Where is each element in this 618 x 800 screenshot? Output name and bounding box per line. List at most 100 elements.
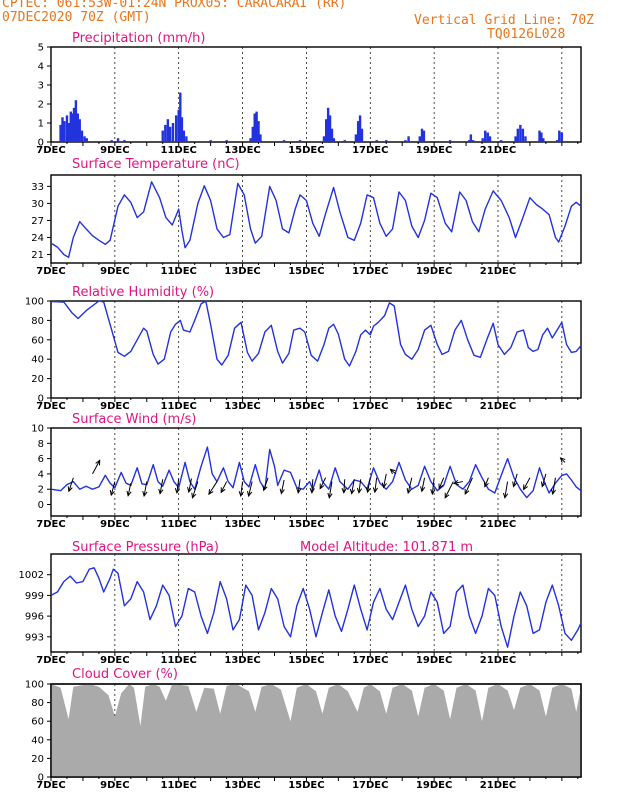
x-tick-label: 17DEC (352, 519, 388, 530)
wind-arrow-head (406, 488, 412, 495)
y-tick-label: 40 (31, 355, 44, 366)
precip-bar (110, 140, 113, 142)
series-line (50, 181, 582, 258)
wind-arrow (374, 477, 378, 493)
x-tick-label: 11DEC (161, 780, 197, 791)
y-tick-label: 100 (25, 297, 44, 308)
x-tick-label: 9DEC (100, 780, 129, 791)
precip-bar (85, 138, 88, 142)
precip-bar (524, 136, 527, 142)
precip-bar (282, 140, 286, 142)
wind-arrow (504, 481, 509, 498)
wind-arrow (319, 477, 327, 489)
panel-0: 0 1 2 3 4 5 7DEC 9DEC 11DEC 13DEC 15DEC 17DEC 19DEC 2… (36, 31, 582, 156)
x-tick-label: 21DEC (480, 401, 516, 412)
cloud-area (51, 684, 581, 777)
series-line (50, 567, 582, 648)
precip-bar (259, 134, 262, 142)
wind-arrow-head (67, 486, 73, 493)
x-tick-label: 13DEC (224, 519, 260, 530)
y-tick-label: 993 (25, 632, 44, 643)
y-tick-label: 80 (31, 698, 44, 709)
x-tick-label: 21DEC (480, 519, 516, 530)
wind-arrow (552, 477, 556, 495)
x-tick-label: 7DEC (36, 519, 65, 530)
precip-bar (558, 130, 561, 142)
x-tick-label: 19DEC (416, 145, 452, 156)
panel-4: 993 996 999 1002 7DEC 9DEC 11DEC 13DEC 15DEC 17DE… (19, 540, 582, 666)
precip-bar (225, 140, 228, 142)
wind-arrow-head (126, 490, 132, 497)
x-tick-label: 17DEC (352, 780, 388, 791)
precip-bar (78, 119, 81, 142)
x-tick-label: 15DEC (288, 401, 324, 412)
precip-bar (469, 134, 473, 142)
wind-arrow (328, 481, 333, 498)
wind-arrow-head (158, 488, 164, 495)
wind-arrow-head (220, 487, 226, 494)
wind-arrow (407, 477, 413, 494)
wind-arrow-head (191, 492, 197, 499)
wind-arrow (280, 479, 285, 494)
panel-title: Relative Humidity (%) (72, 285, 214, 300)
y-tick-label: 20 (31, 374, 44, 385)
wind-arrow-head (444, 492, 450, 499)
y-tick-label: 2 (38, 100, 44, 111)
x-tick-label: 7DEC (36, 266, 65, 277)
precip-bar (325, 119, 328, 142)
y-tick-label: 0 (38, 500, 44, 511)
precip-bar (177, 109, 180, 142)
y-tick-label: 40 (31, 735, 44, 746)
panel-frame (50, 174, 582, 264)
wind-arrow-head (142, 491, 148, 498)
precip-bar (326, 107, 330, 142)
wind-arrow (143, 481, 148, 497)
x-tick-label: 9DEC (100, 266, 129, 277)
x-tick-label: 11DEC (161, 145, 197, 156)
wind-arrow (159, 479, 164, 494)
header-grid-line: Vertical Grid Line: 70Z (414, 13, 595, 28)
precip-bar (407, 136, 410, 142)
wind-arrow (367, 477, 371, 493)
precip-bar (328, 115, 332, 142)
precip-bar (448, 140, 452, 142)
wind-arrow (421, 477, 426, 492)
wind-arrow-head (559, 457, 566, 463)
precip-bar (404, 140, 407, 142)
x-tick-label: 21DEC (480, 655, 516, 666)
wind-arrow-head (247, 490, 253, 498)
precip-bar (481, 138, 484, 142)
panel-title: Precipitation (mm/h) (72, 31, 205, 46)
y-tick-label: 999 (25, 591, 44, 602)
header-line1: CPTEC: 061:53W-01:24N PROX05: CARACARAI … (2, 0, 347, 11)
precip-bar (420, 128, 424, 142)
precip-bar (253, 113, 256, 142)
wind-arrow-head (438, 483, 444, 490)
y-tick-label: 100 (25, 680, 44, 691)
wind-arrow-head (296, 487, 302, 494)
precip-bar (72, 107, 76, 142)
x-tick-label: 9DEC (100, 655, 129, 666)
x-tick-label: 17DEC (352, 401, 388, 412)
panel-3: 0 2 4 6 8 10 7DEC 9DEC 11DEC 13DEC 15DEC 17DEC 19DEC… (31, 412, 582, 530)
precip-bar (540, 132, 543, 142)
y-tick-label: 3 (38, 81, 44, 92)
x-tick-label: 9DEC (100, 145, 129, 156)
precip-bar (488, 136, 492, 142)
series-line (50, 300, 582, 367)
y-tick-label: 60 (31, 717, 44, 728)
y-tick-label: 8 (38, 439, 44, 450)
wind-arrow (484, 477, 489, 487)
wind-arrow-head (452, 479, 459, 486)
wind-arrow-head (464, 488, 470, 495)
wind-arrow (438, 477, 445, 489)
precip-bar (471, 140, 475, 142)
wind-arrow-head (389, 468, 396, 475)
wind-arrow-head (279, 488, 285, 495)
wind-arrow-head (208, 489, 214, 496)
x-tick-label: 13DEC (224, 655, 260, 666)
x-tick-label: 9DEC (100, 519, 129, 530)
wind-arrow (390, 469, 397, 475)
wind-arrow-head (523, 484, 528, 491)
